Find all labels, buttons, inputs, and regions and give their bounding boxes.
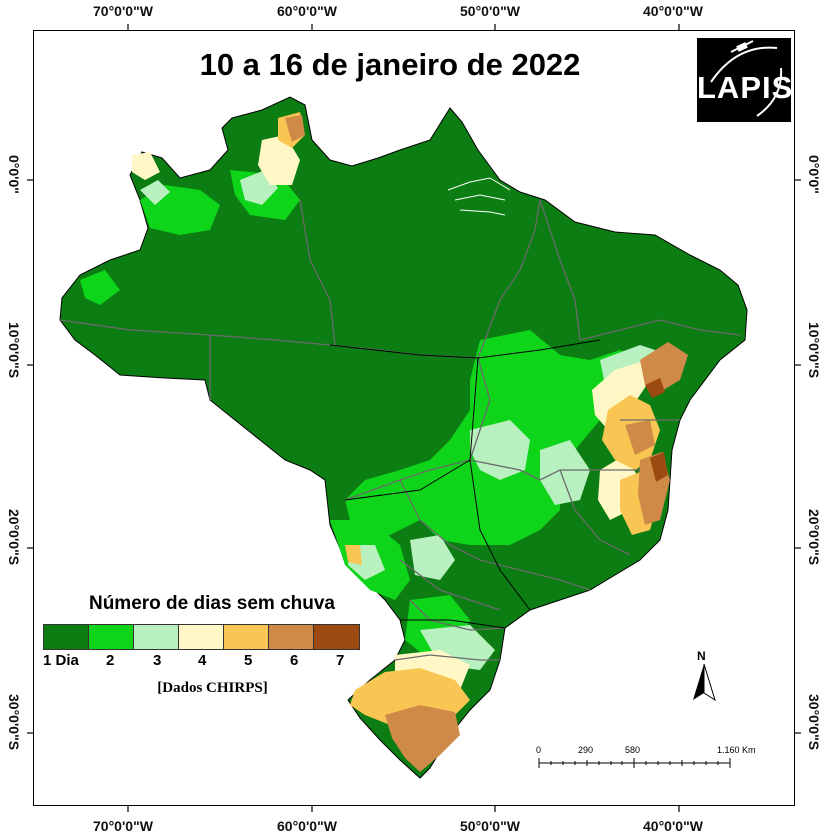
satellite-icon: [710, 40, 783, 117]
legend-label-7: 7: [336, 652, 345, 669]
legend-title: Número de dias sem chuva: [88, 593, 336, 614]
longitude-tick-top-60w: 60°0'0"W: [277, 3, 337, 19]
legend-swatch-4: [179, 625, 224, 649]
legend-label-2: 2: [106, 652, 115, 669]
zone-7-days: [645, 378, 668, 482]
longitude-tick-top-50w: 50°0'0"W: [460, 3, 520, 19]
logo-text: LAPIS: [697, 70, 794, 105]
legend-swatch-7: [314, 625, 359, 649]
legend-swatch-2: [89, 625, 134, 649]
longitude-tick-top-40w: 40°0'0"W: [643, 3, 703, 19]
north-arrow-label: N: [697, 649, 706, 663]
map-title: 10 a 16 de janeiro de 2022: [199, 47, 581, 82]
legend-swatch-5: [224, 625, 269, 649]
legend-color-bar: [43, 624, 360, 650]
legend-swatch-1: [44, 625, 89, 649]
longitude-tick-bottom-50w: 50°0'0"W: [460, 818, 520, 834]
region-borders: [329, 339, 601, 629]
state-borders: [59, 199, 741, 661]
scale-bar: [538, 758, 731, 768]
legend-swatch-6: [269, 625, 314, 649]
legend-label-4: 4: [198, 652, 207, 669]
amazon-delta: [447, 177, 511, 216]
longitude-tick-top-70w: 70°0'0"W: [93, 3, 153, 19]
legend-label-1: 1 Dia: [43, 652, 79, 669]
brazil-landmass: [59, 96, 748, 779]
longitude-tick-bottom-70w: 70°0'0"W: [93, 818, 153, 834]
longitude-tick-bottom-60w: 60°0'0"W: [277, 818, 337, 834]
legend-data-source: [Dados CHIRPS]: [157, 680, 268, 696]
frame-ticks: [27, 24, 801, 812]
legend-label-5: 5: [244, 652, 253, 669]
scale-label-1160: 1.160 Km: [717, 745, 756, 755]
legend-label-6: 6: [290, 652, 299, 669]
scale-label-0: 0: [536, 745, 542, 755]
north-arrow-icon: [693, 663, 716, 702]
longitude-tick-bottom-40w: 40°0'0"W: [643, 818, 703, 834]
scale-label-290: 290: [578, 745, 594, 755]
legend-label-3: 3: [153, 652, 162, 669]
scale-label-580: 580: [625, 745, 641, 755]
lapis-logo: LAPIS: [697, 38, 794, 122]
legend-swatch-3: [134, 625, 179, 649]
